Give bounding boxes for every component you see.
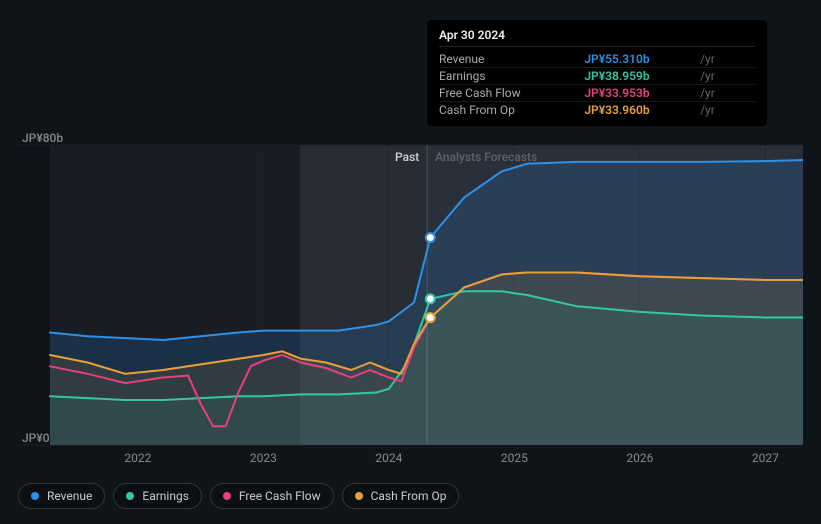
tooltip-row-unit: /yr <box>698 52 755 66</box>
x-tick-label: 2022 <box>124 451 151 465</box>
x-tick-label: 2023 <box>250 451 277 465</box>
x-tick-label: 2026 <box>626 451 653 465</box>
tooltip-row-value: JP¥33.953b <box>584 86 698 100</box>
legend: Revenue Earnings Free Cash Flow Cash From O… <box>18 483 459 509</box>
x-tick-label: 2025 <box>501 451 528 465</box>
tooltip-row-label: Revenue <box>439 52 584 66</box>
legend-item-cfo[interactable]: Cash From Op <box>342 483 460 509</box>
legend-item-label: Free Cash Flow <box>239 489 321 503</box>
tooltip: Apr 30 2024 RevenueJP¥55.310b/yrEarnings… <box>427 20 767 126</box>
tooltip-row-value: JP¥33.960b <box>584 103 698 117</box>
forecast-label: Analysts Forecasts <box>435 150 537 164</box>
tooltip-row-label: Free Cash Flow <box>439 86 584 100</box>
tooltip-row-label: Earnings <box>439 69 584 83</box>
legend-item-fcf[interactable]: Free Cash Flow <box>210 483 334 509</box>
legend-dot-icon <box>31 492 39 500</box>
tooltip-row: RevenueJP¥55.310b/yr <box>439 51 755 68</box>
past-label: Past <box>395 150 419 164</box>
y-tick-label: JP¥80b <box>22 131 63 145</box>
legend-dot-icon <box>126 492 134 500</box>
tooltip-row: Free Cash FlowJP¥33.953b/yr <box>439 85 755 102</box>
legend-item-label: Cash From Op <box>371 489 447 503</box>
tooltip-row-label: Cash From Op <box>439 103 584 117</box>
legend-item-label: Revenue <box>47 489 92 503</box>
legend-dot-icon <box>355 492 363 500</box>
x-tick-label: 2027 <box>752 451 779 465</box>
tooltip-row: Cash From OpJP¥33.960b/yr <box>439 102 755 118</box>
tooltip-row-unit: /yr <box>698 69 755 83</box>
tooltip-row-value: JP¥38.959b <box>584 69 698 83</box>
tooltip-title: Apr 30 2024 <box>439 28 755 47</box>
tooltip-row-value: JP¥55.310b <box>584 52 698 66</box>
legend-item-revenue[interactable]: Revenue <box>18 483 105 509</box>
chart-container: JP¥0 JP¥80b 2022 2023 2024 2025 2026 2027 Past… <box>18 0 803 524</box>
tooltip-row-unit: /yr <box>698 103 755 117</box>
tooltip-row: EarningsJP¥38.959b/yr <box>439 68 755 85</box>
legend-item-earnings[interactable]: Earnings <box>113 483 202 509</box>
y-tick-label: JP¥0 <box>22 431 50 445</box>
tooltip-row-unit: /yr <box>698 86 755 100</box>
x-tick-label: 2024 <box>375 451 402 465</box>
legend-dot-icon <box>223 492 231 500</box>
legend-item-label: Earnings <box>142 489 189 503</box>
